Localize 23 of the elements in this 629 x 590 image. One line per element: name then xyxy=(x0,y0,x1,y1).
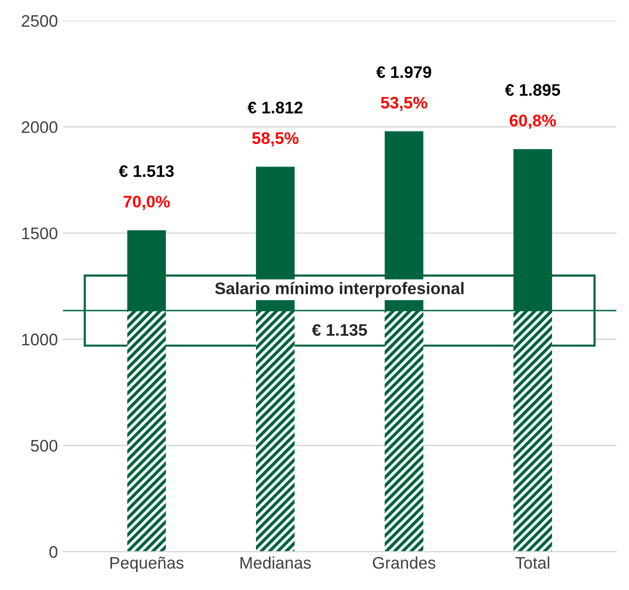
y-tick-label: 2500 xyxy=(22,15,58,27)
y-tick-label: 2000 xyxy=(22,121,58,134)
bar xyxy=(256,310,295,552)
bar xyxy=(513,310,552,552)
y-tick-label: 1500 xyxy=(22,227,58,240)
total-label: € 1.812 xyxy=(248,102,302,114)
x-tick-label: Grandes xyxy=(372,556,436,569)
x-tick-label: Medianas xyxy=(240,556,311,569)
bar xyxy=(127,310,166,552)
y-tick-label: 0 xyxy=(49,546,58,558)
total-label: € 1.895 xyxy=(505,84,560,96)
annotation: 58,5% xyxy=(252,132,298,146)
x-tick-label: Total xyxy=(516,556,550,569)
total-label: € 1.513 xyxy=(118,165,174,178)
annotation: 60,8% xyxy=(510,114,556,129)
annotation: 70,0% xyxy=(124,196,170,210)
text: Salario mínimo interprofesional € 1.135 xyxy=(215,282,464,336)
y-tick-label: 500 xyxy=(30,440,58,452)
x-tick-label: Pequeñas xyxy=(110,556,184,572)
y-tick-label: 1000 xyxy=(22,334,58,346)
annotation: 53,5% xyxy=(380,96,428,111)
bar xyxy=(384,310,424,552)
total-label: € 1.979 xyxy=(376,66,432,78)
